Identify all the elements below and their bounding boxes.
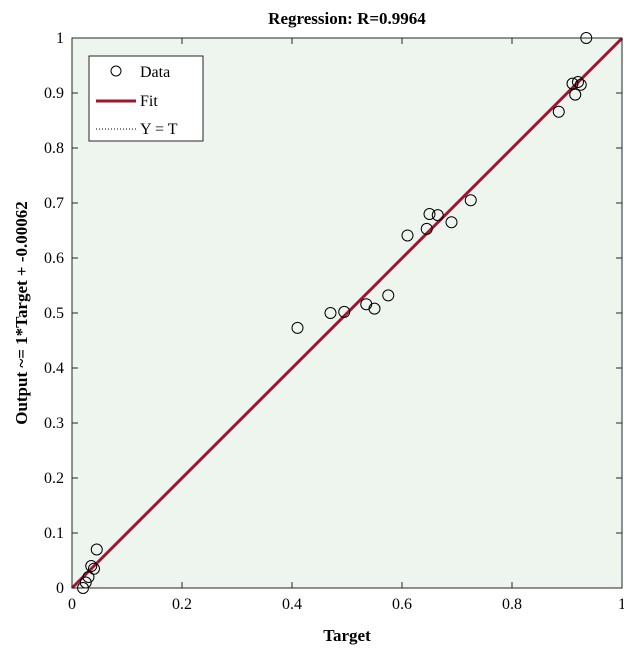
y-tick-label: 0.7 bbox=[44, 195, 64, 212]
x-axis: 0 0.2 0.4 0.6 0.8 1 bbox=[68, 38, 624, 613]
data-point bbox=[85, 560, 98, 572]
y-tick-label: 0.5 bbox=[44, 305, 64, 322]
legend-marker-data bbox=[110, 65, 122, 77]
x-tick-label: 0.4 bbox=[282, 596, 302, 613]
legend-box bbox=[88, 55, 204, 142]
data-point bbox=[566, 77, 579, 90]
y-tick-label: 0.1 bbox=[44, 525, 64, 542]
y-tick-label: 0.6 bbox=[44, 250, 64, 267]
data-point bbox=[338, 305, 351, 318]
legend-label-identity: Y = T bbox=[140, 121, 178, 138]
chart-title: Regression: R=0.9964 bbox=[268, 9, 426, 28]
legend-label-data: Data bbox=[140, 64, 170, 81]
y-tick-label: 0.3 bbox=[44, 415, 64, 432]
y-axis-label: Output ~= 1*Target + -0.00062 bbox=[12, 201, 31, 425]
data-point bbox=[90, 543, 103, 556]
data-point bbox=[464, 194, 477, 207]
data-point bbox=[572, 76, 584, 88]
x-axis-label: Target bbox=[323, 626, 371, 645]
legend-label-fit: Fit bbox=[140, 93, 158, 110]
y-tick-label: 0.8 bbox=[44, 140, 64, 157]
x-tick-label: 0.6 bbox=[392, 596, 412, 613]
y-tick-label: 0.2 bbox=[44, 470, 64, 487]
data-point bbox=[401, 229, 414, 242]
data-point bbox=[423, 208, 436, 220]
data-point bbox=[420, 222, 433, 235]
legend: Data Fit Y = T bbox=[88, 55, 204, 142]
data-point bbox=[324, 307, 337, 319]
data-point bbox=[82, 571, 95, 583]
x-tick-label: 0.8 bbox=[502, 596, 522, 613]
y-tick-label: 0.9 bbox=[44, 85, 64, 102]
data-point bbox=[574, 78, 587, 91]
y-tick-label: 1 bbox=[56, 30, 64, 47]
y-tick-label: 0.4 bbox=[44, 360, 64, 377]
x-tick-label: 1 bbox=[618, 596, 624, 613]
x-tick-label: 0 bbox=[68, 596, 76, 613]
data-point bbox=[368, 302, 381, 315]
x-tick-label: 0.2 bbox=[172, 596, 192, 613]
data-point bbox=[569, 88, 582, 101]
data-point bbox=[88, 562, 100, 575]
y-axis: 0 0.1 0.2 0.3 0.4 0.5 0.6 0.7 0.8 0.9 1 bbox=[44, 30, 622, 597]
y-tick-label: 0 bbox=[56, 580, 64, 597]
fit-line bbox=[70, 37, 624, 590]
data-point bbox=[291, 321, 304, 334]
data-point bbox=[552, 105, 565, 118]
data-point bbox=[445, 216, 458, 229]
data-point bbox=[431, 209, 444, 222]
data-point bbox=[382, 289, 395, 302]
